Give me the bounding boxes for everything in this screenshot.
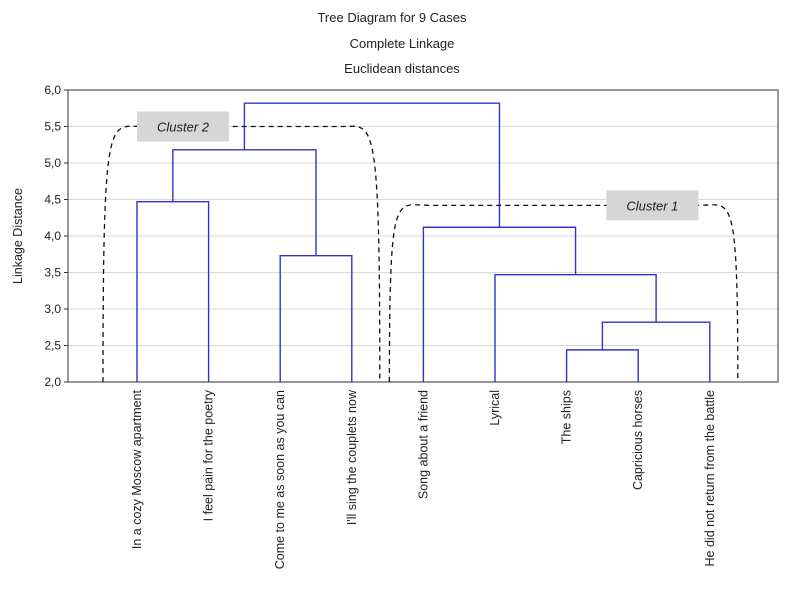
cluster-layer: Cluster 2 Cluster 1 xyxy=(102,111,739,383)
y-tick-label: 3,5 xyxy=(44,266,61,280)
cluster-label: Cluster 2 xyxy=(157,120,210,135)
leaf-label: Come to me as soon as you can xyxy=(273,390,287,569)
y-tick-label: 6,0 xyxy=(44,83,61,97)
axis-layer: 2,0 2,5 3,0 3,5 4,0 4,5 5,0 5,5 6,0 xyxy=(44,83,68,389)
y-tick-label: 2,0 xyxy=(44,375,61,389)
leaf-label: He did not return from the battle xyxy=(703,390,717,567)
cluster-label-box xyxy=(137,111,229,142)
cluster-boundary xyxy=(388,204,739,383)
y-tick-label: 4,5 xyxy=(44,193,61,207)
leaf-labels: In a cozy Moscow apartment I feel pain fo… xyxy=(130,389,717,569)
y-tick-label: 3,0 xyxy=(44,302,61,316)
y-tick-label: 2,5 xyxy=(44,339,61,353)
leaf-label: Song about a friend xyxy=(416,390,430,499)
chart-title-line-2: Complete Linkage xyxy=(350,36,455,51)
leaf-label: The ships xyxy=(560,390,574,444)
chart-title-line-1: Tree Diagram for 9 Cases xyxy=(317,10,467,25)
leaf-label: Lyrical xyxy=(488,390,502,426)
cluster-label-box xyxy=(606,190,699,221)
leaf-label: I'll sing the couplets now xyxy=(345,389,359,525)
chart-title-line-3: Euclidean distances xyxy=(344,61,460,76)
leaf-label: I feel pain for the poetry xyxy=(202,389,216,521)
tree-layer xyxy=(136,102,711,382)
cluster-boundary xyxy=(102,125,381,383)
cluster-label: Cluster 1 xyxy=(626,198,678,213)
leaf-label: Capricious horses xyxy=(631,390,645,490)
y-tick-label: 5,0 xyxy=(44,156,61,170)
y-axis-label: Linkage Distance xyxy=(11,188,25,284)
y-tick-label: 4,0 xyxy=(44,229,61,243)
leaf-label: In a cozy Moscow apartment xyxy=(130,389,144,549)
y-tick-label: 5,5 xyxy=(44,120,61,134)
